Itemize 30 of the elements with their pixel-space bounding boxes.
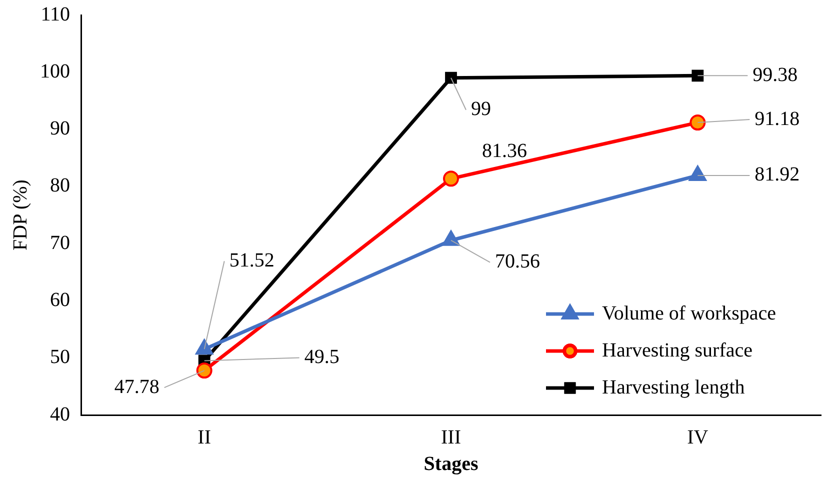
y-tick-label: 60	[50, 288, 70, 311]
y-tick-label: 70	[50, 232, 70, 254]
data-label: 99	[471, 98, 491, 120]
point	[690, 114, 706, 131]
data-label: 81.92	[754, 164, 800, 186]
data-label: 47.78	[114, 376, 160, 398]
point	[196, 362, 212, 379]
y-tick-label: 80	[50, 174, 70, 197]
data-label: 91.18	[754, 108, 800, 130]
point	[443, 170, 459, 187]
legend-label: Harvesting length	[602, 376, 745, 398]
y-tick-label: 50	[50, 346, 70, 368]
point	[692, 70, 704, 82]
legend-label: Harvesting surface	[602, 339, 753, 362]
point	[445, 72, 457, 84]
x-tick-label: IV	[687, 426, 709, 448]
data-label: 99.38	[752, 64, 798, 86]
x-tick-label: II	[198, 426, 211, 448]
y-tick-label: 90	[50, 118, 70, 140]
y-tick-label: 40	[50, 403, 70, 426]
y-axis-title: FDP (%)	[9, 180, 32, 250]
legend-label: Volume of workspace	[602, 302, 776, 324]
x-tick-label: III	[441, 426, 461, 448]
x-axis-title: Stages	[424, 453, 478, 476]
data-label: 81.36	[482, 140, 527, 162]
y-tick-label: 110	[40, 3, 70, 26]
annotation: 51.52	[229, 249, 274, 272]
annotation: 49.5	[304, 346, 340, 368]
data-label: 70.56	[495, 250, 540, 273]
y-tick-label: 100	[40, 60, 70, 82]
